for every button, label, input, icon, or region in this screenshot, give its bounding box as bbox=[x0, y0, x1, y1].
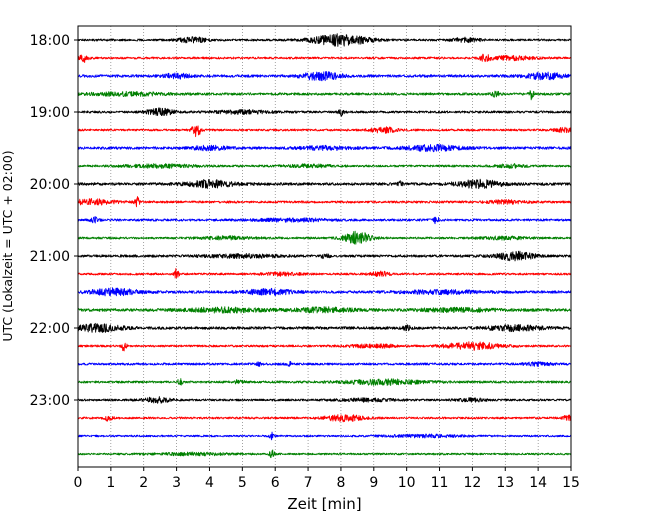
y-axis-label: UTC (Lokalzeit = UTC + 02:00) bbox=[0, 150, 15, 341]
x-tick-label: 11 bbox=[431, 475, 449, 491]
x-tick-label: 4 bbox=[205, 475, 214, 491]
y-tick-label: 22:00 bbox=[30, 321, 70, 337]
x-tick-label: 13 bbox=[496, 475, 514, 491]
x-axis-label: Zeit [min] bbox=[287, 495, 361, 513]
x-tick-label: 3 bbox=[172, 475, 181, 491]
x-tick-label: 6 bbox=[271, 475, 280, 491]
y-tick-label: 19:00 bbox=[30, 105, 70, 121]
x-tick-label: 10 bbox=[398, 475, 416, 491]
x-tick-label: 0 bbox=[74, 475, 83, 491]
y-tick-label: 23:00 bbox=[30, 393, 70, 409]
x-tick-label: 5 bbox=[238, 475, 247, 491]
y-tick-label: 20:00 bbox=[30, 177, 70, 193]
x-tick-label: 7 bbox=[304, 475, 313, 491]
x-tick-label: 14 bbox=[529, 475, 547, 491]
x-tick-label: 15 bbox=[562, 475, 580, 491]
y-tick-label: 18:00 bbox=[30, 33, 70, 49]
x-tick-label: 8 bbox=[336, 475, 345, 491]
y-tick-label: 21:00 bbox=[30, 249, 70, 265]
x-tick-label: 9 bbox=[369, 475, 378, 491]
x-tick-label: 1 bbox=[106, 475, 115, 491]
x-tick-label: 2 bbox=[139, 475, 148, 491]
x-tick-label: 12 bbox=[463, 475, 481, 491]
